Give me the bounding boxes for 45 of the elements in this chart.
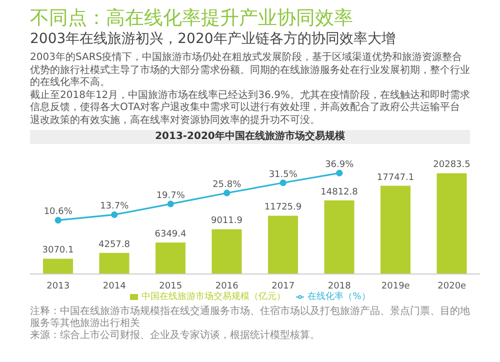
data-label: 11725.9: [264, 202, 302, 213]
point: [280, 179, 286, 186]
data-label: 4257.8: [98, 240, 130, 250]
data-label: 13.7%: [100, 202, 130, 212]
point: [224, 190, 230, 196]
source-note: 来源：综合上市公司财报、企业及专家访谈，根据统计模型核算。: [30, 330, 321, 342]
data-label: 9011.9: [211, 216, 243, 226]
bar: [268, 216, 298, 274]
x-tick-label: 2017: [272, 281, 295, 292]
text: 截止至2018年12月，中国旅游市场在线率已经达到36.9%。尤其在疫情阶段，在线触达和即时需求信息反馈，使得各大OTA对客户退改集中需求可以进行有效处理，并高效配合了政府公共运输平台退改政策的有效实施，高在线率对资源协同效率的提升功不可没。: [30, 90, 470, 127]
bar: [324, 200, 354, 274]
x-tick-label: 2018: [328, 281, 352, 292]
point: [54, 216, 62, 224]
point: [336, 170, 343, 176]
data-label: 3070.1: [42, 246, 74, 256]
data-label: 17747.1: [376, 172, 414, 183]
data-label: 31.5%: [268, 170, 298, 180]
data-label: 6349.4: [154, 229, 187, 240]
text: 2013-2020年中国在线旅游市场交易规模: [30, 130, 470, 144]
data-label: 19.7%: [156, 190, 186, 201]
chart-subtitle: 2003年在线旅游初兴，2020年产业链各方的协同效率大增: [30, 30, 396, 49]
data-label: 20283.5: [433, 160, 470, 170]
point: [111, 211, 118, 218]
bar: [43, 258, 73, 274]
x-tick-label: 2019e: [381, 281, 410, 292]
x-tick-label: 2014: [102, 281, 126, 292]
data-label: 25.8%: [212, 180, 242, 190]
text: 注释：中国在线旅游市场规模指在线交通服务市场、住宿市场以及打包旅游产品、景点门票、目的地服务等其他旅游出行相关: [30, 306, 470, 330]
x-tick-label: 2015: [159, 281, 182, 292]
x-tick-label: 2020e: [438, 281, 467, 292]
data-label: 14812.8: [320, 187, 358, 198]
legend-label: 在线化率（%）: [308, 292, 370, 302]
data-label: 10.6%: [44, 207, 73, 218]
bar: [156, 242, 186, 274]
bar: [436, 173, 467, 274]
chart-title: 不同点：高在线化率提升产业协同效率: [30, 6, 354, 30]
point: [167, 200, 174, 208]
bar: [380, 186, 410, 274]
bar: [212, 229, 242, 274]
x-tick-label: 2016: [215, 281, 239, 292]
bar: [99, 252, 130, 274]
x-tick-label: 2013: [46, 281, 70, 292]
text: 2003年的SARS疫情下，中国旅游市场仍处在粗放式发展阶段，基于区域渠道优势和旅游资源整合优势的旅行社模式主导了市场的大部分需求份额。同期的在线旅游服务处在行业发展初期，整个行业的在线化率不高。: [30, 52, 470, 90]
data-label: 36.9%: [325, 160, 354, 170]
legend-label: 中国在线旅游市场交易规模（亿元）: [142, 292, 286, 302]
